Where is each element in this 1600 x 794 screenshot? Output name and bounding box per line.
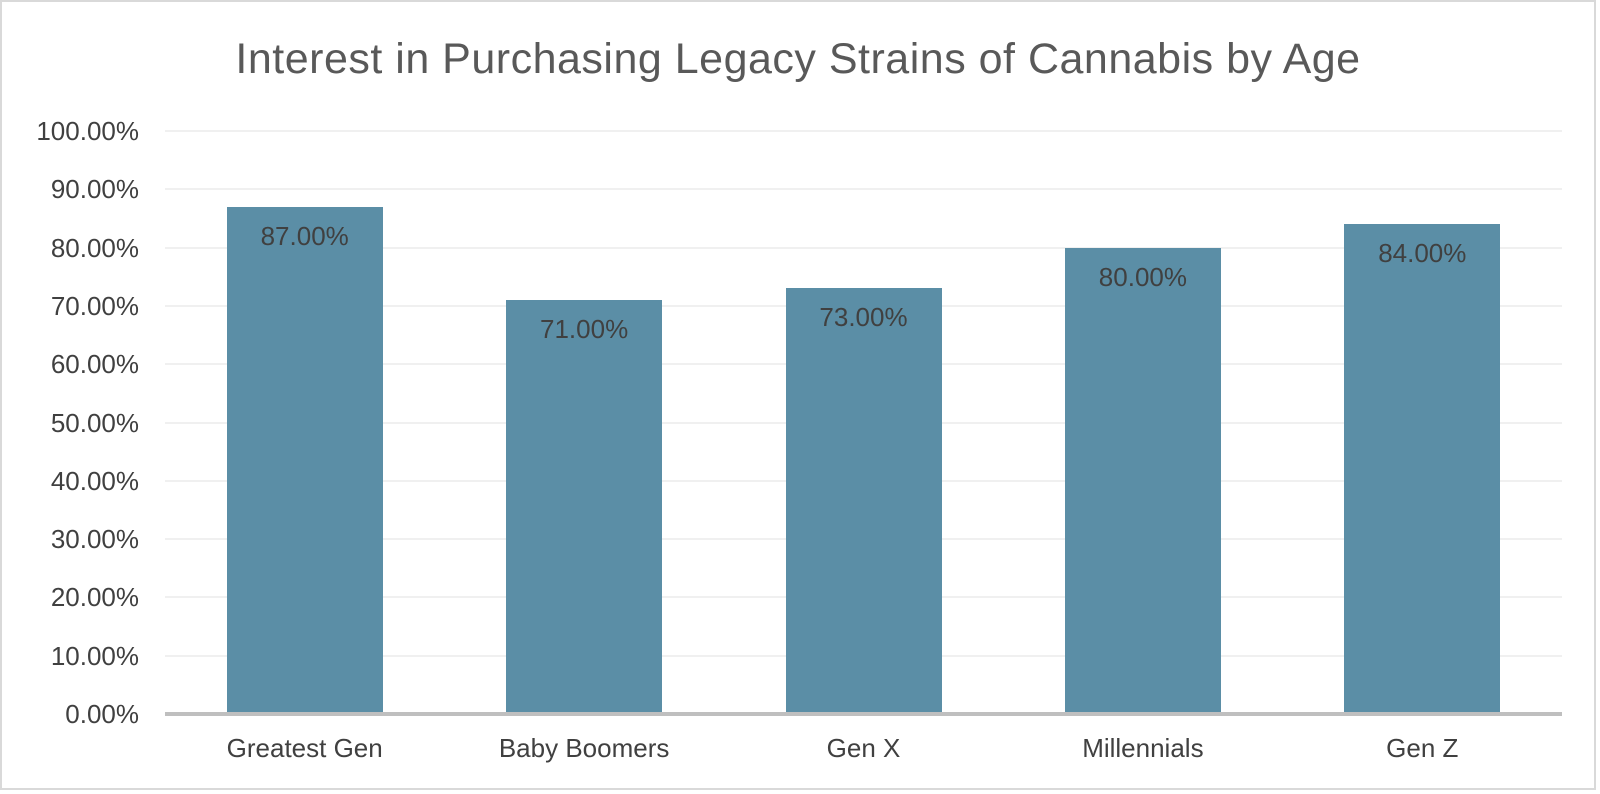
gridline-100 [165, 130, 1562, 132]
y-tick-label: 30.00% [50, 524, 139, 555]
x-tick-label-greatest-gen: Greatest Gen [226, 733, 383, 763]
x-axis-line [165, 712, 1562, 716]
x-tick-label-millennials: Millennials [1082, 733, 1204, 763]
plot-area: 87.00% 71.00% 73.00% 80.00% 84.00% [165, 130, 1562, 716]
bar-gen-x: 73.00% [785, 288, 942, 714]
y-tick-label: 100.00% [36, 116, 139, 146]
y-tick-label: 70.00% [50, 290, 139, 321]
y-tick-label: 20.00% [50, 582, 139, 613]
y-tick-label: 90.00% [50, 174, 139, 205]
x-tick-label-gen-z: Gen Z [1386, 733, 1459, 763]
gridline-90 [165, 188, 1562, 191]
x-tick-label-gen-x: Gen X [826, 733, 901, 763]
bar-data-label: 80.00% [1098, 261, 1187, 292]
y-tick-label: 40.00% [50, 465, 139, 496]
gridline-80 [165, 246, 1562, 249]
bar-baby-boomers: 71.00% [506, 300, 663, 714]
y-tick-label: 80.00% [50, 232, 139, 263]
y-tick-label: 10.00% [50, 640, 139, 671]
bar-data-label: 84.00% [1378, 238, 1467, 269]
bar-millennials: 80.00% [1064, 247, 1221, 714]
y-tick-label: 60.00% [50, 349, 139, 380]
bar-data-label: 71.00% [540, 314, 629, 345]
y-tick-label: 0.00% [65, 699, 139, 729]
bar-data-label: 73.00% [819, 302, 908, 333]
bar-data-label: 87.00% [260, 220, 349, 251]
x-axis: Greatest Gen Baby Boomers Gen X Millennials… [165, 726, 1562, 770]
chart-title: Interest in Purchasing Legacy Strains of… [235, 35, 1361, 83]
x-tick-label-baby-boomers: Baby Boomers [498, 733, 670, 763]
y-tick-label: 50.00% [50, 407, 139, 438]
y-axis: 0.00% 10.00% 20.00% 30.00% 40.00% 50.00% 60.00… [2, 116, 139, 729]
bar-greatest-gen: 87.00% [226, 206, 383, 714]
bar-gen-z: 84.00% [1344, 224, 1501, 714]
